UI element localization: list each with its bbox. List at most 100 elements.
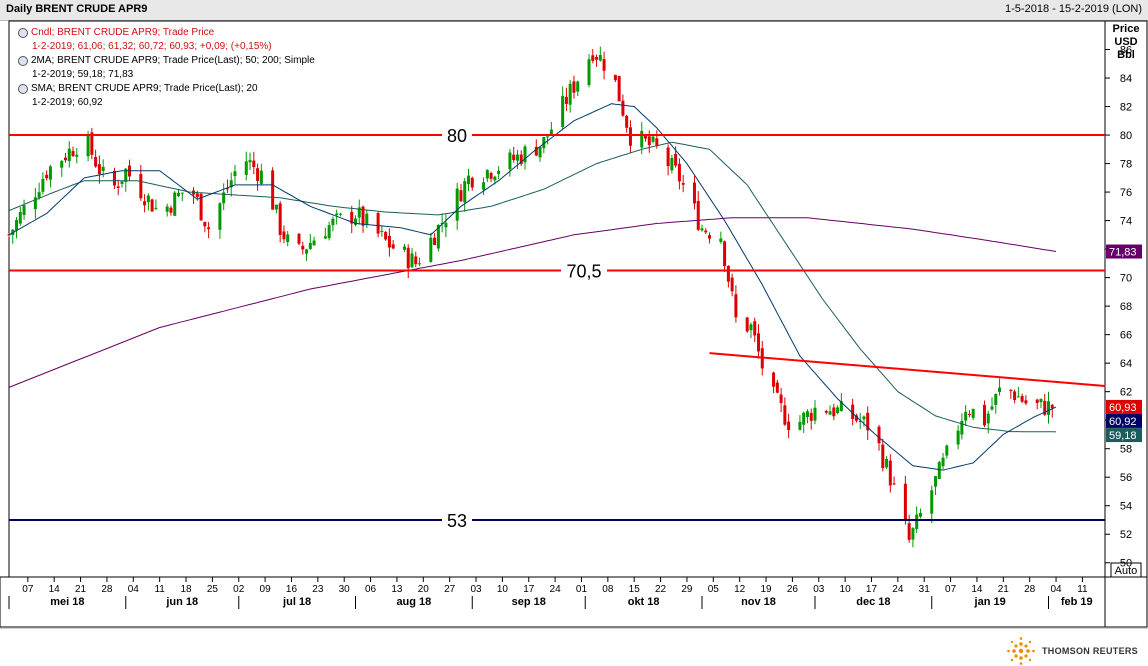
legend-item-2ma[interactable]: 2MA; BRENT CRUDE APR9; Trade Price(Last)…: [18, 54, 315, 68]
x-tick-label: 25: [207, 584, 219, 595]
candle-body: [470, 177, 474, 188]
candle-body: [271, 170, 275, 210]
candle-body: [297, 233, 301, 244]
x-tick-label: 17: [866, 584, 878, 595]
candle-body: [564, 96, 568, 104]
month-label: okt 18: [628, 596, 660, 608]
legend-item-candle[interactable]: Cndl; BRENT CRUDE APR9; Trade Price: [18, 26, 315, 40]
candle-body: [515, 154, 519, 161]
x-tick-label: 14: [971, 584, 983, 595]
y-tick-label: 64: [1120, 358, 1132, 370]
candle-body: [154, 207, 158, 209]
candle-body: [572, 81, 576, 93]
price-tag-label: 60,92: [1109, 416, 1137, 428]
candle-body: [888, 460, 892, 486]
level-label: 80: [447, 126, 467, 146]
candle-body: [945, 445, 949, 456]
candle-body: [71, 151, 75, 157]
candle-body: [866, 412, 870, 431]
candle-body: [75, 154, 79, 157]
candle-body: [195, 193, 199, 198]
candle-body: [248, 160, 252, 163]
candle-body: [97, 164, 101, 175]
x-tick-label: 22: [655, 584, 667, 595]
candle-body: [173, 192, 177, 216]
y-tick-label: 62: [1120, 387, 1132, 399]
candle-body: [150, 199, 154, 212]
candle-body: [139, 173, 143, 199]
candle-body: [779, 394, 783, 403]
candle-body: [666, 147, 670, 167]
candle-body: [225, 188, 229, 190]
legend-values: 1-2-2019; 61,06; 61,32; 60,72; 60,93; +0…: [32, 40, 315, 54]
x-tick-label: 03: [813, 584, 825, 595]
candle-body: [63, 157, 67, 161]
x-tick-label: 26: [787, 584, 799, 595]
price-tag: [1106, 428, 1142, 443]
candle-body: [885, 458, 889, 468]
x-tick-label: 23: [312, 584, 324, 595]
candle-body: [915, 514, 919, 529]
legend-values: 1-2-2019; 59,18; 71,83: [32, 68, 315, 82]
candle-body: [418, 263, 422, 265]
candle-body: [809, 412, 813, 421]
candle-body: [327, 225, 331, 239]
candle-body: [218, 203, 222, 230]
candle-body: [832, 407, 836, 417]
candle-body: [519, 154, 523, 164]
month-label: feb 19: [1061, 596, 1093, 608]
candle-body: [1020, 396, 1024, 402]
x-tick-label: 04: [1050, 584, 1062, 595]
candle-body: [86, 135, 90, 157]
level-label-bg: [561, 260, 607, 281]
month-label: jul 18: [282, 596, 311, 608]
candle-body: [704, 230, 708, 233]
legend-values-text: 1-2-2019; 59,18; 71,83: [32, 69, 134, 80]
x-tick-label: 14: [49, 584, 61, 595]
candle-body: [576, 81, 580, 92]
candle-body: [338, 213, 342, 215]
candle-body: [930, 490, 934, 514]
candle-body: [7, 234, 11, 236]
candle-body: [745, 317, 749, 332]
candle-body: [455, 188, 459, 221]
candle-body: [542, 137, 546, 149]
candle-body: [839, 401, 843, 411]
candle-body: [836, 407, 840, 414]
candle-body: [1013, 391, 1017, 401]
candle-body: [391, 244, 395, 249]
candle-body: [734, 294, 738, 318]
legend-bullet-icon: [18, 56, 28, 66]
legend-label: SMA; BRENT CRUDE APR9; Trade Price(Last)…: [31, 83, 258, 94]
y-tick-label: 66: [1120, 330, 1132, 342]
candle-body: [357, 207, 361, 218]
branding-text: THOMSON REUTERS: [1041, 646, 1138, 656]
candle-body: [787, 421, 791, 431]
y-tick-label: 76: [1120, 187, 1132, 199]
x-tick-label: 28: [101, 584, 113, 595]
candle-body: [934, 476, 938, 487]
x-tick-label: 21: [998, 584, 1010, 595]
candle-body: [696, 200, 700, 230]
candle-body: [482, 182, 486, 190]
x-tick-label: 18: [180, 584, 192, 595]
month-label: sep 18: [512, 596, 546, 608]
candle-body: [252, 160, 256, 168]
candle-body: [753, 321, 757, 336]
legend-item-sma[interactable]: SMA; BRENT CRUDE APR9; Trade Price(Last)…: [18, 82, 315, 96]
candle-body: [497, 170, 501, 174]
candle-body: [775, 382, 779, 393]
x-tick-label: 08: [602, 584, 614, 595]
candle-body: [410, 253, 414, 268]
legend-values: 1-2-2019; 60,92: [32, 96, 315, 110]
candle-body: [877, 426, 881, 444]
candle-body: [335, 213, 339, 216]
candle-body: [523, 146, 527, 163]
candle-body: [207, 227, 211, 230]
candle-body: [466, 175, 470, 185]
level-label-bg: [442, 509, 472, 530]
month-label: dec 18: [856, 596, 890, 608]
candle-body: [534, 146, 538, 156]
axis-title: USD: [1114, 36, 1137, 48]
candle-body: [222, 192, 226, 204]
